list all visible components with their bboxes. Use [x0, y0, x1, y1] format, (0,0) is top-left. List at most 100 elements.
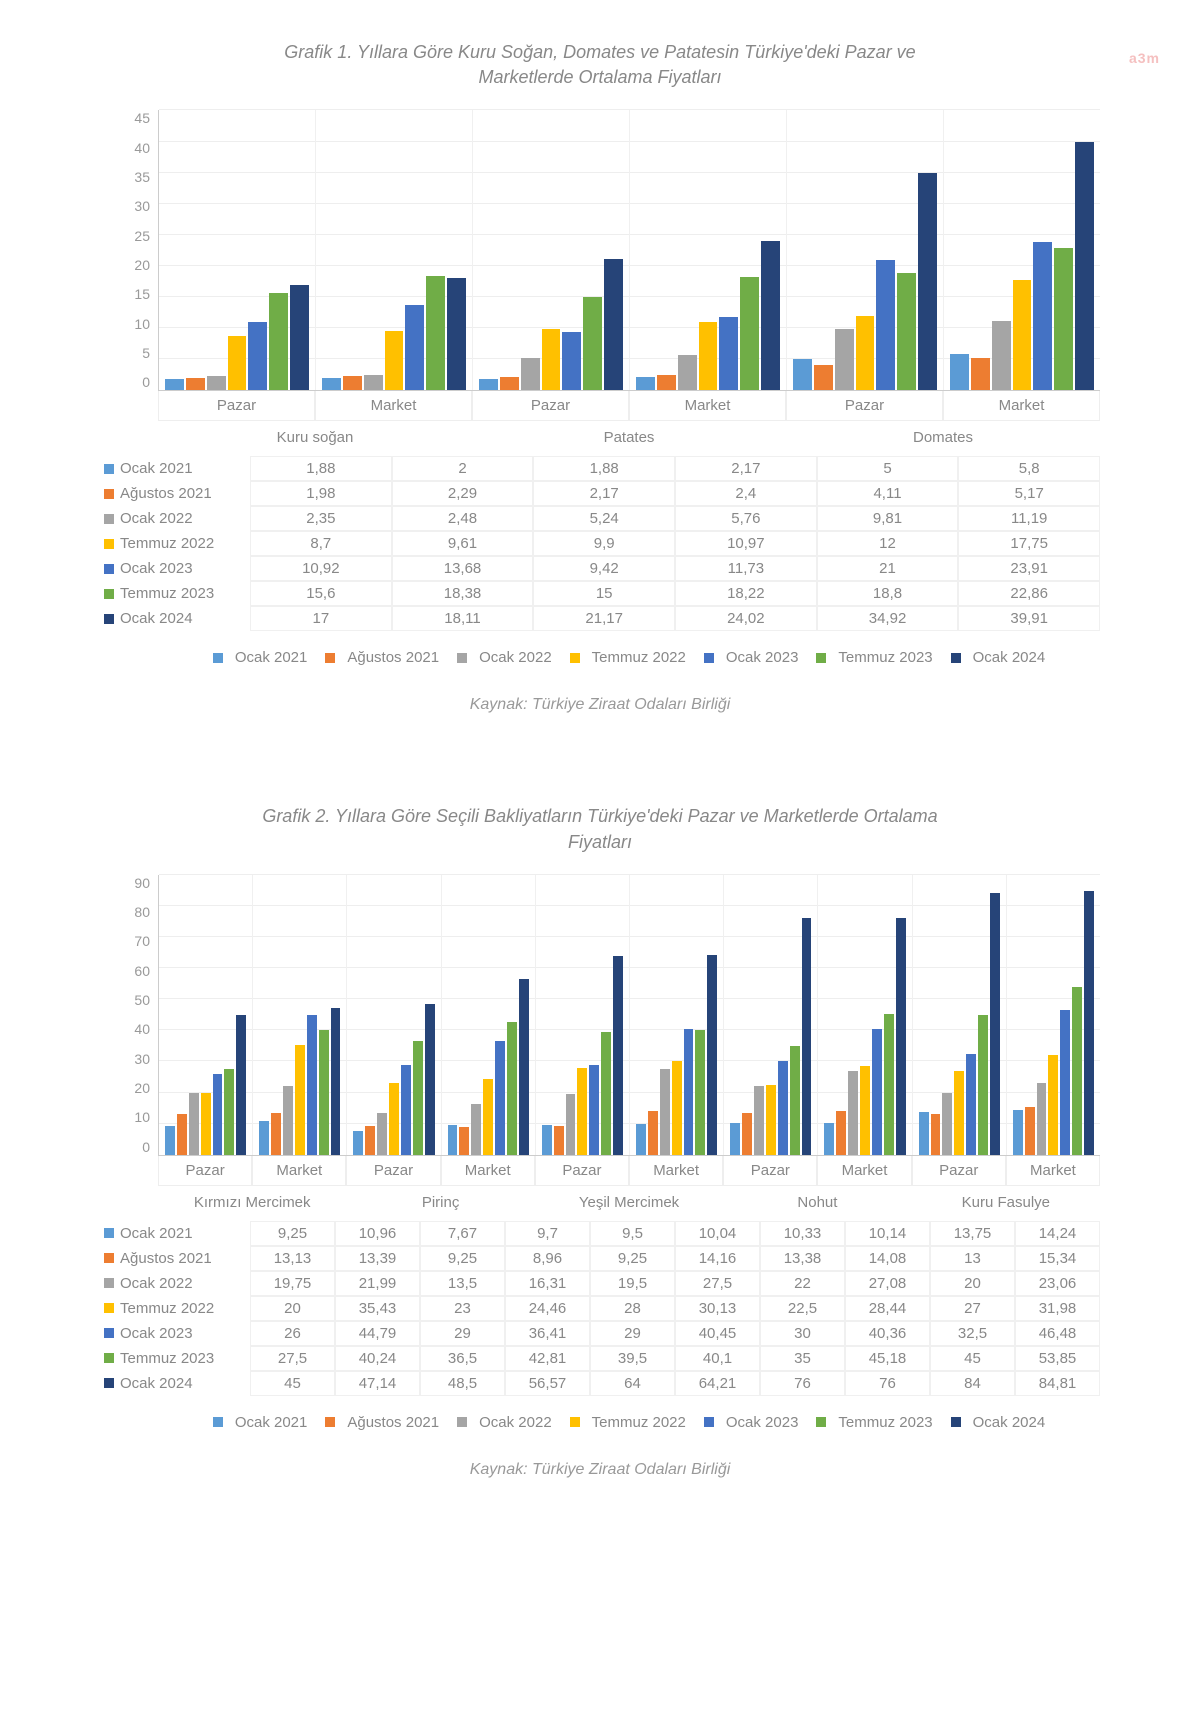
data-cell: 45 — [250, 1371, 335, 1396]
product-label: Kırmızı Mercimek — [158, 1186, 346, 1219]
bar — [177, 1114, 187, 1155]
chart-title: Grafik 2. Yıllara Göre Seçili Bakliyatla… — [260, 804, 940, 854]
data-table: Ocak 20211,8821,882,1755,8Ağustos 20211,… — [100, 456, 1100, 631]
bar — [322, 378, 341, 390]
bar — [742, 1113, 752, 1155]
data-cell: 2,17 — [675, 456, 817, 481]
data-cell: 9,7 — [505, 1221, 590, 1246]
bar — [554, 1126, 564, 1155]
row-cells: 10,9213,689,4211,732123,91 — [158, 556, 1100, 581]
data-cell: 28 — [590, 1296, 675, 1321]
data-cell: 15,34 — [1015, 1246, 1100, 1271]
bar — [290, 285, 309, 391]
legend-swatch-icon — [816, 1417, 826, 1427]
data-cell: 19,75 — [250, 1271, 335, 1296]
bar — [719, 317, 738, 390]
y-tick-label: 0 — [142, 1139, 150, 1155]
bar — [699, 322, 718, 390]
data-cell: 24,46 — [505, 1296, 590, 1321]
data-cell: 27,5 — [250, 1346, 335, 1371]
data-cell: 16,31 — [505, 1271, 590, 1296]
bar — [1060, 1010, 1070, 1155]
bar — [319, 1030, 329, 1155]
data-cell: 40,45 — [675, 1321, 760, 1346]
data-cell: 48,5 — [420, 1371, 505, 1396]
bar — [966, 1054, 976, 1155]
bar — [790, 1046, 800, 1155]
bar — [365, 1126, 375, 1155]
bar — [1025, 1107, 1035, 1155]
data-cell: 5,17 — [958, 481, 1100, 506]
data-cell: 11,19 — [958, 506, 1100, 531]
bar — [331, 1008, 341, 1155]
legend-label: Temmuz 2023 — [838, 1414, 932, 1431]
legend-item: Ağustos 2021 — [325, 649, 439, 666]
y-tick-label: 60 — [134, 963, 150, 979]
x-sub-label: Market — [817, 1156, 911, 1186]
legend-swatch-icon — [704, 653, 714, 663]
data-cell: 23 — [420, 1296, 505, 1321]
data-cell: 5,24 — [533, 506, 675, 531]
bar — [483, 1079, 493, 1155]
data-cell: 56,57 — [505, 1371, 590, 1396]
data-cell: 23,06 — [1015, 1271, 1100, 1296]
data-cell: 9,61 — [392, 531, 534, 556]
bar — [1084, 891, 1094, 1155]
bar — [835, 329, 854, 390]
watermark-text: a3m — [1129, 50, 1160, 66]
table-row: Ocak 20244547,1448,556,576464,2176768484… — [100, 1371, 1100, 1396]
data-cell: 40,1 — [675, 1346, 760, 1371]
x-sub-label: Market — [315, 391, 472, 421]
bar — [519, 979, 529, 1155]
bar — [269, 293, 288, 390]
data-cell: 18,22 — [675, 581, 817, 606]
table-row: Temmuz 20228,79,619,910,971217,75 — [100, 531, 1100, 556]
data-cell: 13,38 — [760, 1246, 845, 1271]
y-tick-label: 10 — [134, 1109, 150, 1125]
bar — [207, 376, 226, 391]
bar — [343, 376, 362, 390]
row-cells: 8,79,619,910,971217,75 — [158, 531, 1100, 556]
product-row: Kuru soğanPatatesDomates — [158, 421, 1100, 454]
bar — [1037, 1083, 1047, 1155]
bar-group — [944, 110, 1100, 390]
bar — [507, 1022, 517, 1155]
data-cell: 46,48 — [1015, 1321, 1100, 1346]
data-cell: 15,6 — [250, 581, 392, 606]
y-tick-label: 5 — [142, 345, 150, 361]
table-row: Temmuz 202315,618,381518,2218,822,86 — [100, 581, 1100, 606]
data-cell: 45 — [930, 1346, 1015, 1371]
data-cell: 9,81 — [817, 506, 959, 531]
legend-swatch-icon — [104, 464, 114, 474]
row-cells: 1718,1121,1724,0234,9239,91 — [158, 606, 1100, 631]
data-cell: 2,17 — [533, 481, 675, 506]
bar — [601, 1032, 611, 1155]
data-cell: 13 — [930, 1246, 1015, 1271]
x-sub-label: Pazar — [786, 391, 943, 421]
data-cell: 9,42 — [533, 556, 675, 581]
data-cell: 10,96 — [335, 1221, 420, 1246]
bar — [165, 1126, 175, 1155]
y-tick-label: 20 — [134, 257, 150, 273]
y-tick-label: 80 — [134, 904, 150, 920]
legend-swatch-icon — [325, 1417, 335, 1427]
bar — [566, 1094, 576, 1155]
bar — [364, 375, 383, 390]
data-cell: 42,81 — [505, 1346, 590, 1371]
bar — [1033, 242, 1052, 391]
bar — [707, 955, 717, 1155]
legend-item: Temmuz 2023 — [816, 1414, 932, 1431]
data-cell: 20 — [930, 1271, 1015, 1296]
chart-title: Grafik 1. Yıllara Göre Kuru Soğan, Domat… — [260, 40, 940, 90]
y-axis: 454035302520151050 — [100, 110, 158, 390]
data-cell: 14,24 — [1015, 1221, 1100, 1246]
legend-swatch-icon — [457, 653, 467, 663]
legend-swatch-icon — [704, 1417, 714, 1427]
data-cell: 14,08 — [845, 1246, 930, 1271]
data-cell: 17 — [250, 606, 392, 631]
y-axis: 9080706050403020100 — [100, 875, 158, 1155]
bar — [589, 1065, 599, 1155]
x-sub-label: Pazar — [535, 1156, 629, 1186]
data-cell: 40,36 — [845, 1321, 930, 1346]
data-cell: 11,73 — [675, 556, 817, 581]
